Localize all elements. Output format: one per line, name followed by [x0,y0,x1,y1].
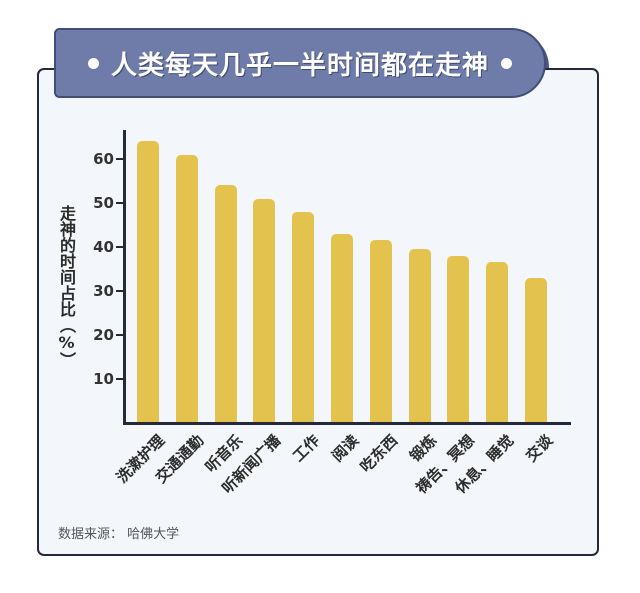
y-tick-label: 60 [93,150,114,168]
chart-title: 人类每天几乎一半时间都在走神 [110,50,489,81]
y-tick-label: 30 [93,282,114,300]
bar [214,185,237,423]
source-value: 哈佛大学 [127,527,180,542]
bar [137,141,159,423]
bar [175,154,198,423]
y-tick [116,158,124,160]
y-tick-label: 20 [93,326,114,344]
y-axis-line [123,130,126,425]
bar [369,240,392,423]
y-tick-label: 40 [93,238,114,256]
bar [292,211,315,423]
x-axis-line [123,422,571,425]
bar [525,277,547,423]
bar [331,233,353,423]
data-source: 数据来源： 哈佛大学 [58,523,179,542]
y-tick [116,246,124,248]
y-tick-label: 10 [93,370,114,388]
bar [253,198,276,423]
y-tick [116,202,124,204]
bar [486,262,509,423]
source-label: 数据来源： [58,527,124,542]
y-axis-label: 走神的时间占比（%） [57,205,76,368]
bar [447,255,470,423]
y-tick [116,378,124,380]
bullet-dot-icon [87,57,99,69]
y-tick [116,290,124,292]
bullet-dot-icon [501,57,512,69]
y-tick [116,334,124,336]
bar [408,249,431,423]
y-tick-label: 50 [93,194,114,212]
title-banner: 人类每天几乎一半时间都在走神 [54,28,546,98]
